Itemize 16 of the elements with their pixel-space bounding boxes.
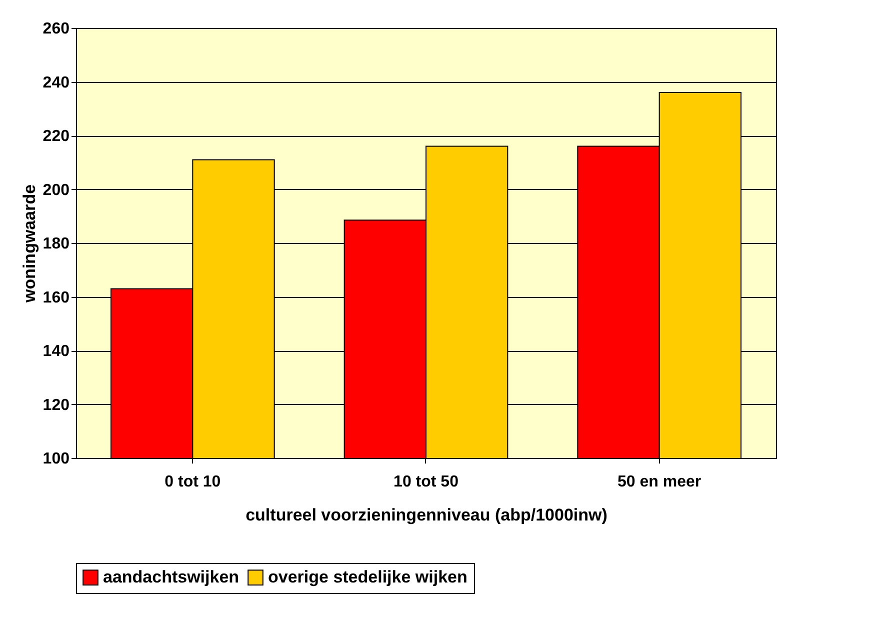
- legend-label: aandachtswijken: [103, 568, 240, 587]
- y-tick-label: 160: [42, 289, 70, 306]
- y-tick-label: 220: [42, 128, 70, 145]
- y-tick-label: 120: [42, 396, 70, 414]
- x-tick-label: 10 tot 50: [394, 474, 459, 490]
- x-tick-label: 0 tot 10: [164, 474, 221, 490]
- x-tick-label: 50 en meer: [618, 474, 702, 490]
- y-tick-label: 100: [42, 450, 70, 468]
- y-tick-label: 240: [42, 74, 70, 92]
- y-tick-label: 200: [42, 182, 70, 199]
- x-axis-title: cultureel voorzieningenniveau (abp/1000inw): [246, 506, 608, 524]
- legend-label: overige stedelijke wijken: [268, 568, 468, 587]
- y-tick-label: 180: [42, 236, 70, 252]
- y-tick-label: 140: [42, 343, 70, 360]
- y-tick-label: 260: [42, 20, 70, 38]
- y-axis-title: woningwaarde: [20, 184, 39, 304]
